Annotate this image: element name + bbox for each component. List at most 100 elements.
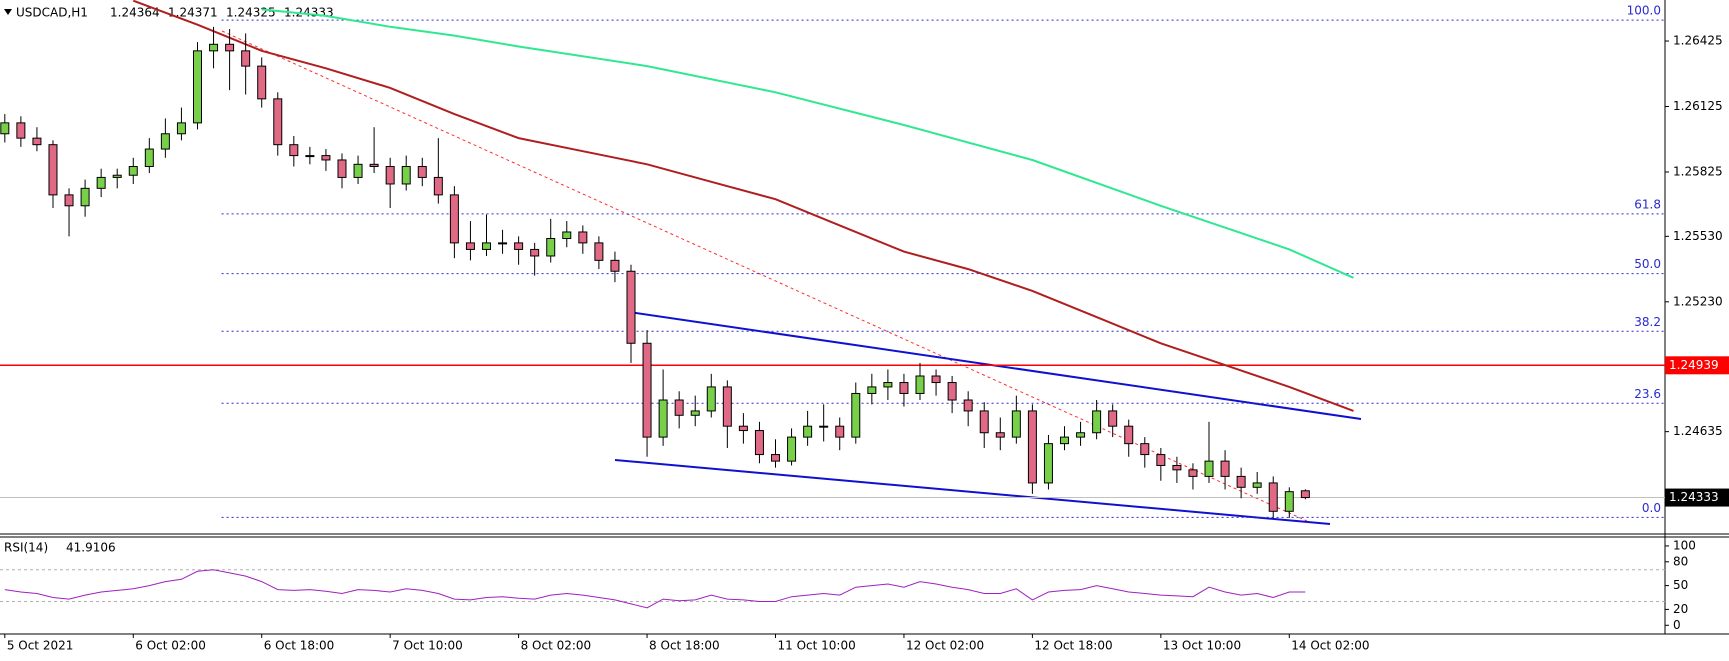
fib-label: 23.6 — [1634, 387, 1661, 401]
candle-body — [1060, 436, 1070, 445]
candle-body — [209, 43, 219, 52]
rsi-y-tick-label: 80 — [1673, 554, 1688, 568]
candle-body — [465, 242, 475, 250]
candle-body — [112, 174, 122, 178]
candle-body — [80, 187, 90, 207]
candle-body — [530, 248, 540, 257]
candle-body — [192, 50, 202, 124]
rsi-line — [4, 569, 1306, 609]
candle-body — [144, 148, 154, 168]
candle-body — [690, 410, 700, 416]
fib-label: 38.2 — [1634, 315, 1661, 329]
candle-body — [514, 242, 524, 250]
candle-body — [1011, 410, 1021, 438]
candle-body — [867, 386, 877, 394]
x-tick-label: 7 Oct 10:00 — [392, 639, 463, 653]
ohlc-open: 1.24364 — [110, 6, 160, 20]
y-tick-label: 1.26125 — [1673, 99, 1723, 113]
candle-body — [1027, 410, 1037, 484]
candle-body — [899, 382, 909, 394]
moving-average — [132, 0, 1354, 412]
x-tick-label: 12 Oct 02:00 — [906, 639, 984, 653]
candle-body — [433, 176, 443, 196]
candle-body — [674, 399, 684, 416]
rsi-y-tick-label: 0 — [1673, 618, 1681, 632]
candle-body — [754, 430, 764, 456]
candle-body — [642, 342, 652, 438]
candle-body — [706, 386, 716, 412]
candle-body — [658, 399, 668, 438]
candle-body — [594, 242, 604, 261]
candle-body — [1268, 482, 1278, 512]
x-tick-label: 8 Oct 02:00 — [521, 639, 592, 653]
candle-body — [257, 65, 267, 100]
rsi-y-tick-label: 100 — [1673, 538, 1696, 552]
candle-body — [1156, 454, 1166, 466]
candle-body — [610, 259, 620, 272]
level-tag-label: 1.24939 — [1669, 358, 1719, 372]
candle-body — [48, 144, 58, 196]
candle-body — [1108, 410, 1118, 427]
candle-body — [417, 166, 427, 178]
candle-body — [1092, 410, 1102, 434]
current-price-tag — [1665, 488, 1729, 507]
candle-body — [385, 166, 395, 185]
fib-label: 61.8 — [1634, 197, 1661, 211]
level-tag — [1665, 356, 1729, 375]
candle-body — [0, 122, 10, 135]
candle-body — [273, 98, 283, 146]
moving-average — [261, 8, 1354, 279]
candle-body — [995, 432, 1005, 438]
y-tick-label: 1.25530 — [1673, 229, 1723, 243]
candle-body — [1124, 425, 1134, 445]
rsi-title: RSI(14) — [4, 541, 48, 555]
candle-body — [353, 163, 363, 178]
candle-body — [1140, 443, 1150, 456]
candle-body — [915, 375, 925, 394]
candle-body — [1284, 491, 1294, 512]
candle-body — [1172, 464, 1182, 471]
fib-label: 100.0 — [1627, 4, 1661, 18]
candle-body — [305, 155, 315, 158]
candle-body — [803, 425, 813, 438]
candle-body — [562, 231, 572, 240]
x-tick-label: 14 Oct 02:00 — [1291, 639, 1369, 653]
y-tick-label: 1.26425 — [1673, 34, 1723, 48]
candle-body — [851, 392, 861, 438]
ohlc-high: 1.24371 — [168, 6, 218, 20]
candle-body — [738, 425, 748, 432]
fib-label: 50.0 — [1634, 257, 1661, 271]
candle-body — [979, 410, 989, 434]
ohlc-low: 1.24325 — [226, 6, 276, 20]
candle-body — [128, 166, 138, 176]
candle-body — [369, 163, 379, 168]
candle-body — [626, 270, 636, 344]
candle-body — [1204, 460, 1214, 477]
x-tick-label: 8 Oct 18:00 — [649, 639, 720, 653]
channel-lower — [614, 459, 1331, 525]
menu-triangle[interactable] — [4, 9, 12, 15]
x-tick-label: 5 Oct 2021 — [7, 639, 74, 653]
y-tick-label: 1.25230 — [1673, 294, 1723, 308]
candle-body — [401, 166, 411, 185]
symbol-label: USDCAD,H1 — [16, 6, 88, 20]
x-tick-label: 6 Oct 18:00 — [264, 639, 335, 653]
candle-body — [176, 122, 186, 135]
x-tick-label: 12 Oct 18:00 — [1034, 639, 1112, 653]
candle-body — [64, 194, 74, 207]
candle-body — [835, 425, 845, 438]
fib-label: 0.0 — [1642, 501, 1661, 515]
candle-body — [1252, 482, 1262, 488]
candle-body — [481, 242, 491, 250]
rsi-y-tick-label: 20 — [1673, 602, 1688, 616]
y-tick-label: 1.25825 — [1673, 164, 1723, 178]
x-tick-label: 11 Oct 10:00 — [778, 639, 856, 653]
x-tick-label: 13 Oct 10:00 — [1163, 639, 1241, 653]
y-tick-label: 1.24635 — [1673, 424, 1723, 438]
candle-body — [1043, 443, 1053, 484]
candle-body — [160, 133, 170, 150]
candle-body — [1300, 490, 1310, 499]
candle-body — [1188, 469, 1198, 477]
